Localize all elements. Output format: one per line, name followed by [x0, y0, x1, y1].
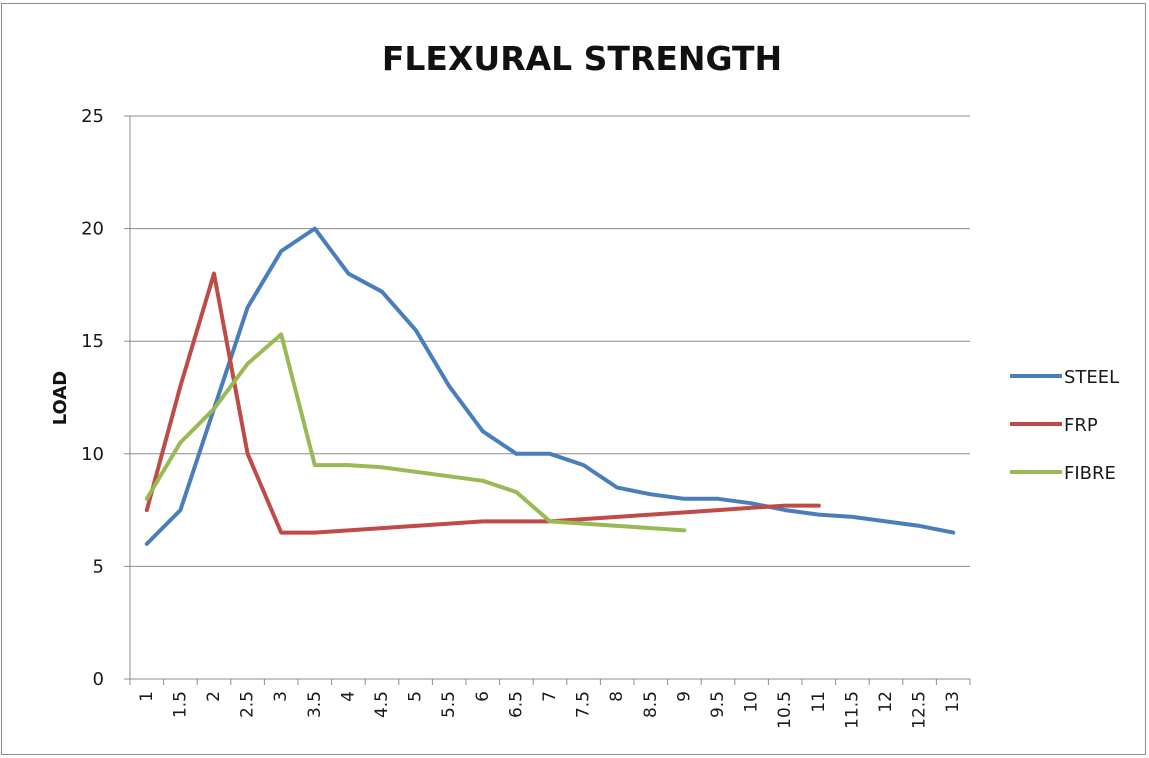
x-tick-label: 3.5 — [305, 691, 325, 718]
x-tick-label: 13 — [943, 691, 963, 713]
x-tick-label: 7.5 — [574, 691, 594, 718]
x-tick-label: 5.5 — [439, 691, 459, 718]
x-tick-label: 11 — [809, 691, 829, 713]
x-tick-label: 10.5 — [775, 691, 795, 729]
legend-label-fibre: FIBRE — [1064, 463, 1116, 484]
x-tick-label: 4 — [338, 691, 358, 702]
x-tick-label: 12 — [876, 691, 896, 713]
gridlines — [130, 115, 970, 567]
x-tick-label: 12.5 — [910, 691, 930, 729]
x-tick-label: 1.5 — [170, 691, 190, 718]
x-tick-label: 2.5 — [238, 691, 258, 718]
x-tick-label: 7 — [540, 691, 560, 702]
series-line-frp — [144, 271, 821, 535]
x-tick-label: 11.5 — [842, 691, 862, 729]
x-tick-label: 2 — [204, 691, 224, 702]
x-tick-label: 4.5 — [372, 691, 392, 718]
y-axis-ticks: 0 5 10 15 20 25 — [81, 106, 130, 690]
x-tick-label: 1 — [137, 691, 157, 702]
chart-title: FLEXURAL STRENGTH — [382, 39, 782, 78]
legend: STEEL FRP FIBRE — [1010, 367, 1119, 484]
legend-label-frp: FRP — [1064, 415, 1098, 436]
y-tick-label: 15 — [81, 331, 104, 352]
axes — [129, 116, 970, 680]
x-tick-label: 10 — [742, 691, 762, 713]
series-line-steel — [144, 226, 956, 546]
y-tick-label: 25 — [81, 106, 104, 127]
x-tick-label: 3 — [271, 691, 291, 702]
y-tick-label: 0 — [93, 669, 104, 690]
x-tick-label: 9 — [674, 691, 694, 702]
y-axis-label: LOAD — [50, 371, 71, 426]
y-tick-label: 10 — [81, 444, 104, 465]
legend-label-steel: STEEL — [1064, 367, 1119, 388]
x-tick-label: 6 — [473, 691, 493, 702]
y-tick-label: 5 — [93, 556, 104, 577]
x-tick-label: 8.5 — [641, 691, 661, 718]
x-tick-label: 6.5 — [506, 691, 526, 718]
x-tick-label: 8 — [607, 691, 627, 702]
series-lines — [144, 226, 956, 546]
chart-frame — [1, 3, 1146, 755]
series-line-fibre — [144, 332, 687, 533]
x-axis-ticks: 1 1.5 2 2.5 3 3.5 4 4.5 5 5.5 6 6.5 7 7.5 8 8.5 9 9.5 10 10… — [129, 679, 971, 729]
x-tick-label: 9.5 — [708, 691, 728, 718]
x-tick-label: 5 — [406, 691, 426, 702]
y-tick-label: 20 — [81, 219, 104, 240]
